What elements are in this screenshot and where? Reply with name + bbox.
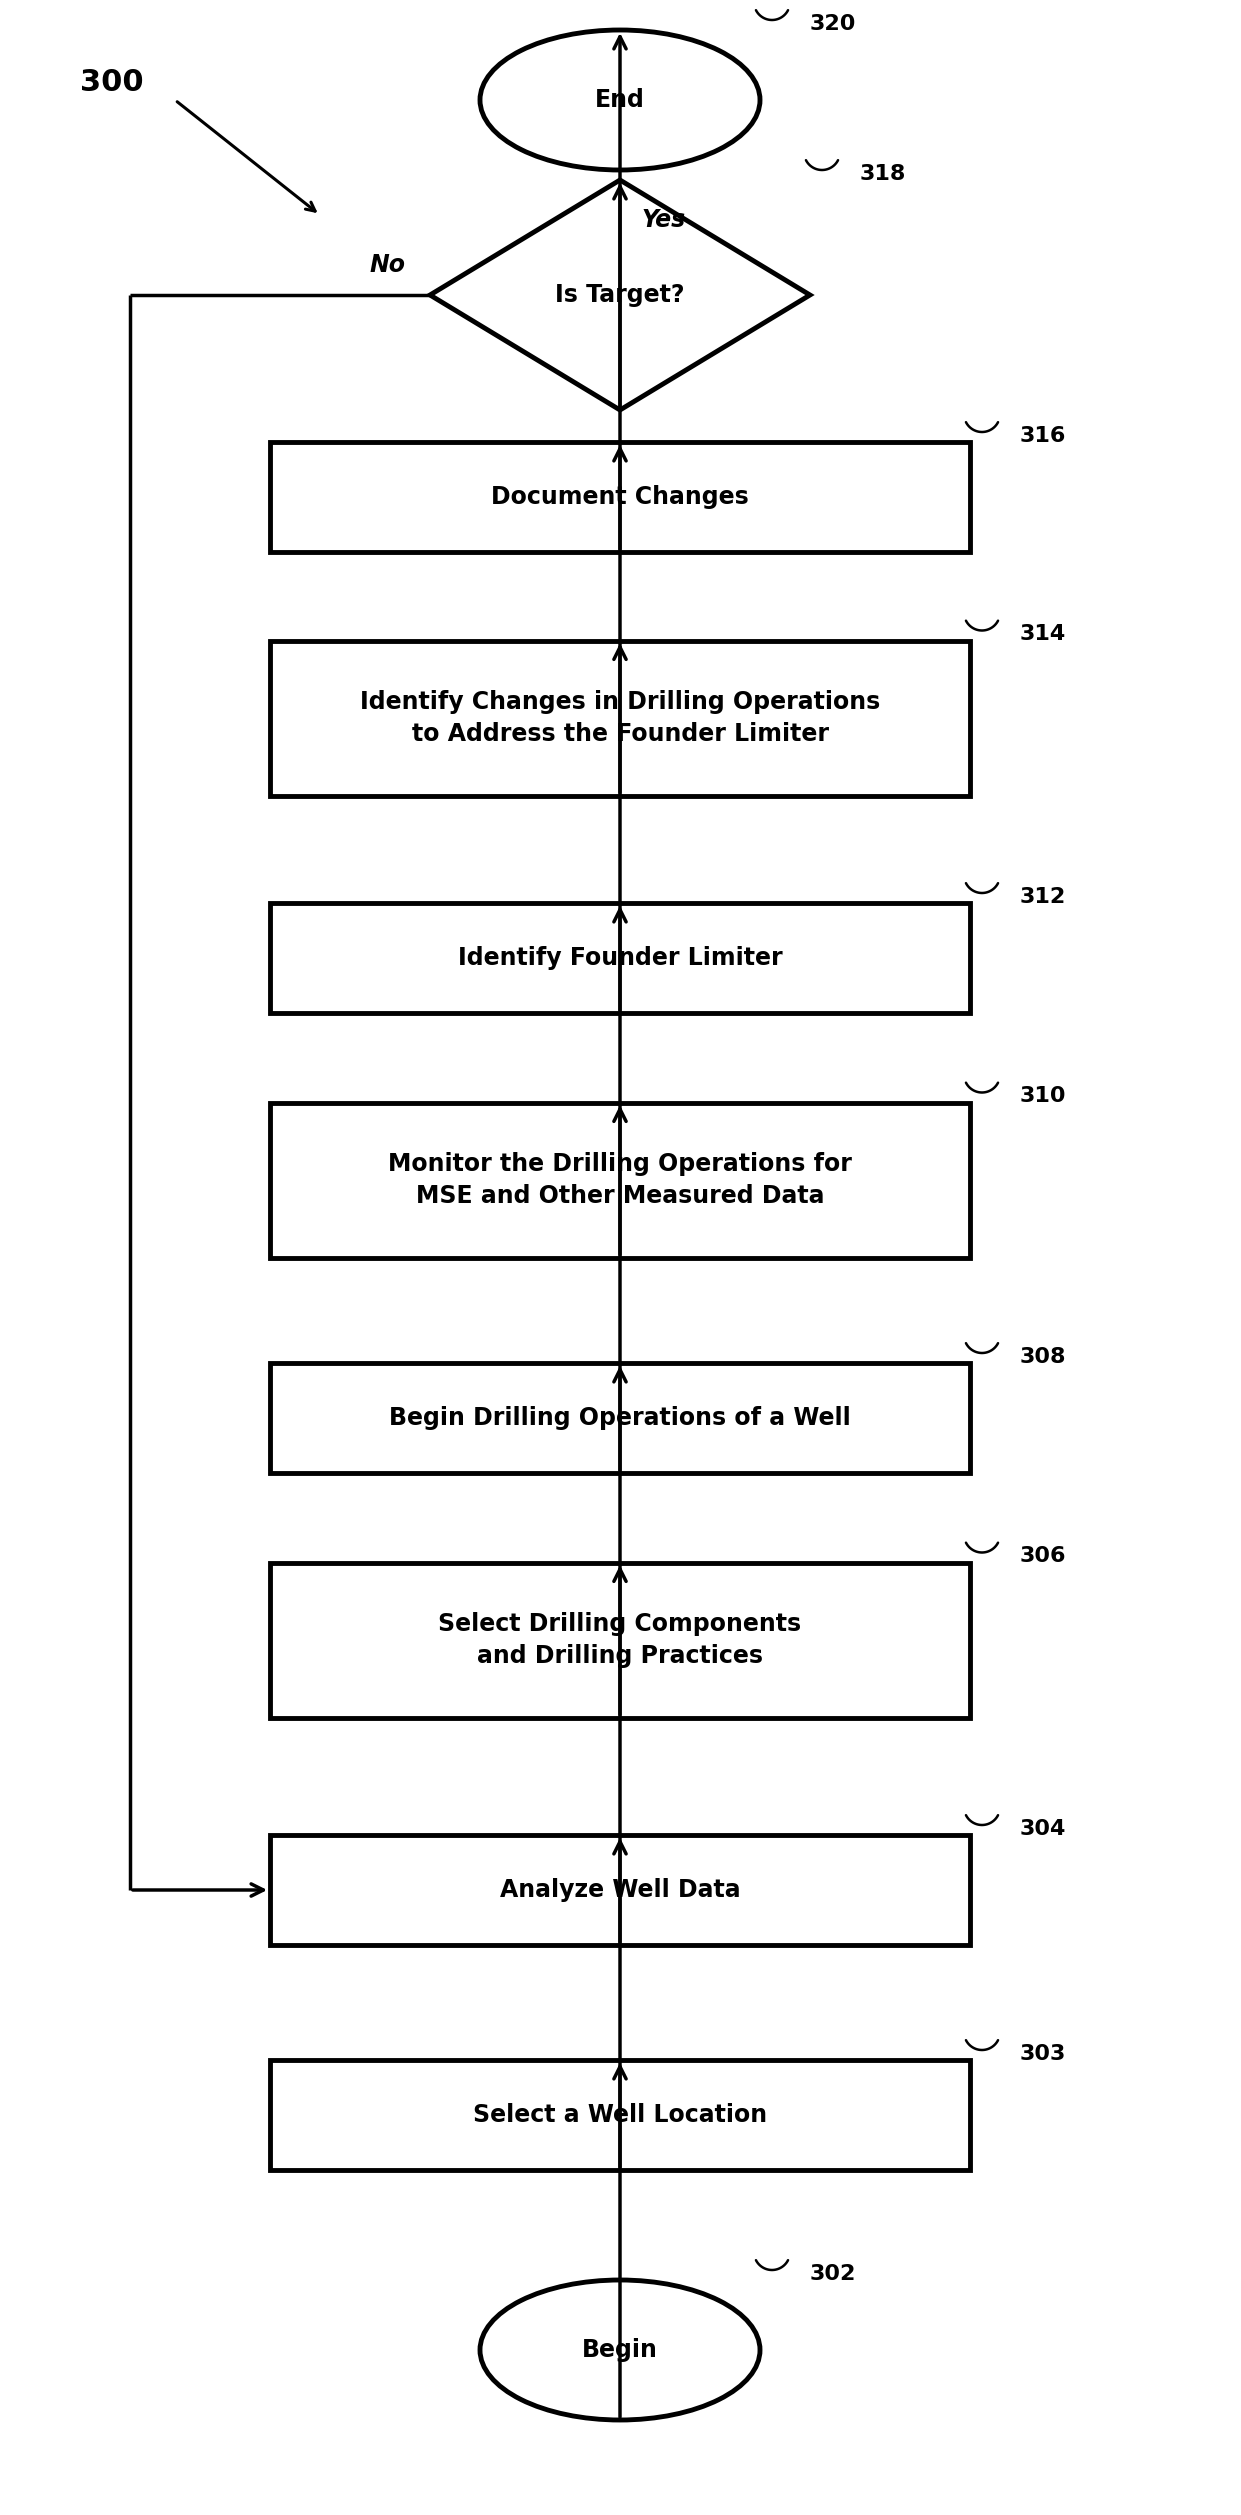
Bar xyxy=(271,443,970,551)
Ellipse shape xyxy=(480,2281,759,2419)
Text: Monitor the Drilling Operations for
MSE and Other Measured Data: Monitor the Drilling Operations for MSE … xyxy=(388,1152,851,1207)
Text: Yes: Yes xyxy=(642,209,686,231)
Bar xyxy=(271,1363,970,1474)
Bar xyxy=(271,1836,970,1944)
Text: 306: 306 xyxy=(1020,1547,1066,1567)
Text: No: No xyxy=(369,254,405,277)
Text: Begin Drilling Operations of a Well: Begin Drilling Operations of a Well xyxy=(390,1406,851,1431)
Bar xyxy=(271,1102,970,1258)
Text: 320: 320 xyxy=(810,15,856,35)
Text: Identify Changes in Drilling Operations
to Address the Founder Limiter: Identify Changes in Drilling Operations … xyxy=(360,689,880,747)
Bar xyxy=(271,2060,970,2170)
Text: Begin: Begin xyxy=(582,2339,658,2362)
Polygon shape xyxy=(429,181,810,410)
Text: 303: 303 xyxy=(1020,2045,1066,2065)
Bar xyxy=(271,641,970,795)
Text: Document Changes: Document Changes xyxy=(491,485,748,508)
Text: 312: 312 xyxy=(1020,888,1066,908)
Text: Select a Well Location: Select a Well Location xyxy=(473,2103,767,2128)
Ellipse shape xyxy=(480,30,759,171)
Text: 302: 302 xyxy=(810,2264,856,2284)
Text: 300: 300 xyxy=(79,68,144,98)
Text: Select Drilling Components
and Drilling Practices: Select Drilling Components and Drilling … xyxy=(438,1612,802,1667)
Bar xyxy=(271,903,970,1014)
Text: 310: 310 xyxy=(1020,1086,1066,1107)
Bar xyxy=(271,1562,970,1718)
Text: 316: 316 xyxy=(1020,425,1066,445)
Text: Is Target?: Is Target? xyxy=(555,284,685,307)
Text: End: End xyxy=(596,88,645,113)
Text: 318: 318 xyxy=(860,163,906,184)
Text: 304: 304 xyxy=(1020,1818,1066,1838)
Text: Identify Founder Limiter: Identify Founder Limiter xyxy=(458,946,782,971)
Text: 308: 308 xyxy=(1020,1348,1066,1368)
Text: 314: 314 xyxy=(1020,624,1066,644)
Text: Analyze Well Data: Analyze Well Data xyxy=(500,1879,741,1901)
